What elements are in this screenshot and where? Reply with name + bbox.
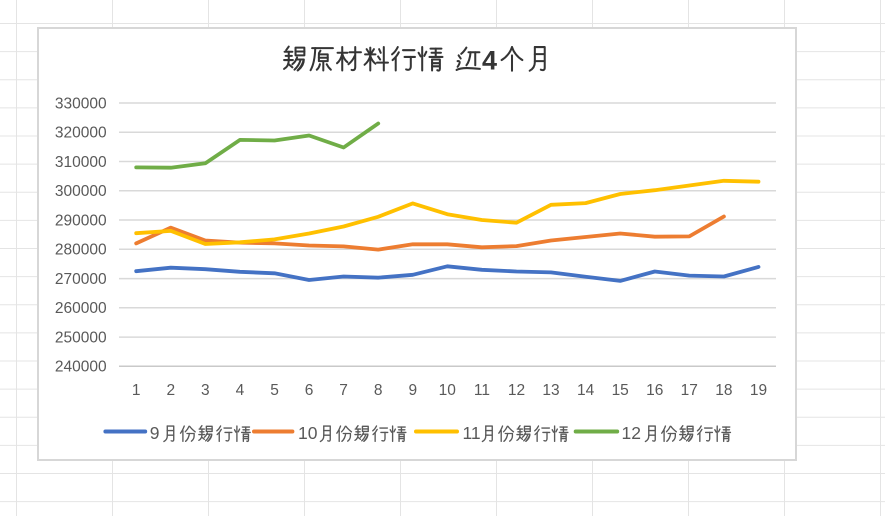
- svg-text:8: 8: [374, 382, 383, 399]
- svg-text:19: 19: [750, 382, 767, 399]
- svg-text:12: 12: [622, 423, 641, 443]
- svg-text:280000: 280000: [55, 242, 107, 259]
- svg-text:290000: 290000: [55, 212, 107, 229]
- svg-text:16: 16: [646, 382, 663, 399]
- svg-text:15: 15: [612, 382, 629, 399]
- svg-text:240000: 240000: [55, 359, 107, 376]
- svg-text:6: 6: [305, 382, 314, 399]
- svg-text:11: 11: [474, 382, 490, 399]
- svg-text:1: 1: [132, 382, 141, 399]
- svg-text:9: 9: [150, 423, 160, 443]
- svg-text:13: 13: [542, 382, 559, 399]
- svg-text:2: 2: [166, 382, 175, 399]
- svg-text:270000: 270000: [55, 271, 107, 288]
- svg-text:250000: 250000: [55, 330, 107, 347]
- svg-text:300000: 300000: [55, 183, 107, 200]
- svg-text:3: 3: [201, 382, 210, 399]
- svg-text:10: 10: [298, 423, 318, 443]
- svg-text:17: 17: [681, 382, 698, 399]
- svg-text:9: 9: [408, 382, 417, 399]
- svg-text:4: 4: [236, 382, 245, 399]
- svg-text:4: 4: [482, 46, 497, 76]
- svg-text:330000: 330000: [55, 95, 107, 112]
- svg-text:10: 10: [439, 382, 457, 399]
- svg-text:7: 7: [339, 382, 348, 399]
- svg-text:12: 12: [508, 382, 525, 399]
- svg-text:14: 14: [577, 382, 595, 399]
- svg-text:260000: 260000: [55, 300, 107, 317]
- svg-text:310000: 310000: [55, 154, 107, 171]
- svg-text:11: 11: [463, 423, 481, 443]
- svg-text:5: 5: [270, 382, 279, 399]
- svg-text:18: 18: [715, 382, 732, 399]
- svg-text:320000: 320000: [55, 125, 107, 142]
